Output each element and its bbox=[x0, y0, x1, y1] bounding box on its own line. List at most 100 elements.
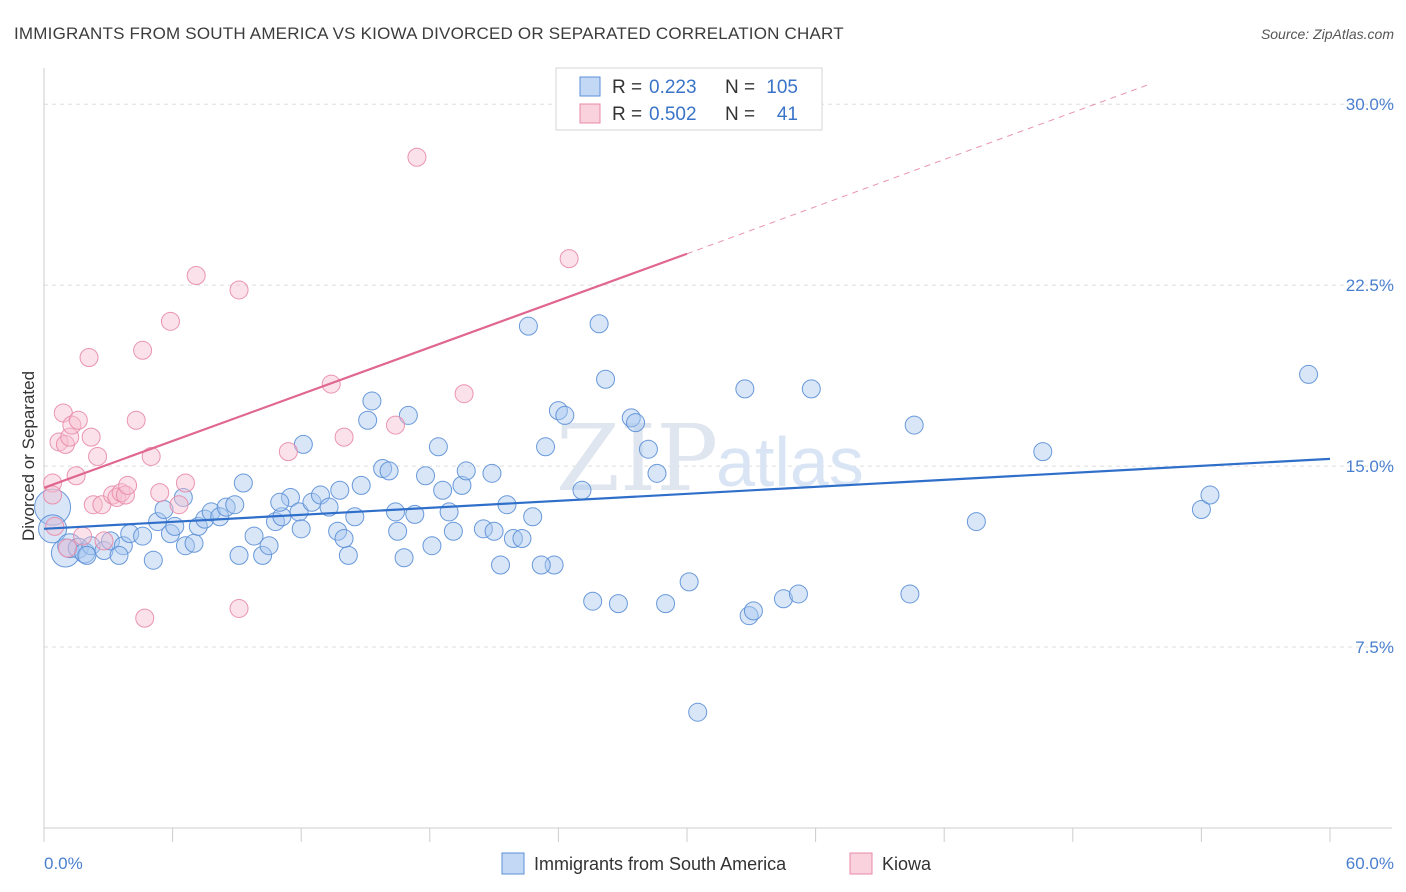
data-point bbox=[280, 487, 300, 507]
legend-box: R = 0.223 N = 105 R = 0.502 N = 41 bbox=[555, 67, 823, 131]
y-axis-label: Divorced or Separated bbox=[19, 371, 38, 541]
bottom-legend-label-pink: Kiowa bbox=[882, 854, 932, 874]
data-point bbox=[328, 521, 348, 541]
legend-r-value-pink: 0.502 bbox=[649, 104, 697, 125]
data-point bbox=[141, 446, 161, 466]
y-tick-label: 7.5% bbox=[1355, 638, 1394, 657]
data-point bbox=[73, 526, 93, 546]
data-point bbox=[518, 316, 538, 336]
data-point bbox=[407, 147, 427, 167]
data-point bbox=[143, 550, 163, 570]
data-point bbox=[555, 405, 575, 425]
data-point bbox=[1033, 442, 1053, 462]
data-point bbox=[62, 415, 82, 435]
data-point bbox=[386, 502, 406, 522]
data-point bbox=[184, 533, 204, 553]
data-point bbox=[175, 473, 195, 493]
data-point bbox=[88, 446, 108, 466]
data-point bbox=[319, 497, 339, 517]
data-point bbox=[422, 536, 442, 556]
data-point bbox=[330, 480, 350, 500]
data-point bbox=[150, 483, 170, 503]
data-point bbox=[638, 439, 658, 459]
data-point bbox=[1200, 485, 1220, 505]
data-point bbox=[133, 526, 153, 546]
data-point bbox=[416, 466, 436, 486]
data-point bbox=[334, 528, 354, 548]
data-point bbox=[201, 502, 221, 522]
data-point bbox=[626, 413, 646, 433]
data-point bbox=[433, 480, 453, 500]
data-point bbox=[160, 311, 180, 331]
data-point bbox=[596, 369, 616, 389]
y-tick-labels: 7.5% 15.0% 22.5% 30.0% bbox=[1346, 95, 1394, 657]
data-point bbox=[351, 475, 371, 495]
data-point bbox=[1191, 500, 1211, 520]
y-tick-label: 30.0% bbox=[1346, 95, 1394, 114]
data-point bbox=[966, 512, 986, 532]
legend-r-value-blue: 0.223 bbox=[649, 77, 697, 98]
data-point bbox=[512, 528, 532, 548]
gridlines bbox=[44, 103, 1392, 648]
data-point bbox=[229, 545, 249, 565]
data-point bbox=[289, 502, 309, 522]
data-point bbox=[589, 314, 609, 334]
data-point bbox=[743, 601, 763, 621]
data-point bbox=[773, 589, 793, 609]
series-kiowa bbox=[43, 147, 579, 628]
bottom-legend-label-blue: Immigrants from South America bbox=[534, 854, 787, 874]
data-point bbox=[454, 384, 474, 404]
data-point bbox=[259, 536, 279, 556]
data-point bbox=[45, 516, 65, 536]
data-point bbox=[100, 531, 120, 551]
data-point bbox=[900, 584, 920, 604]
legend-r-label-blue: R = bbox=[612, 77, 642, 98]
data-point bbox=[394, 548, 414, 568]
x-tick-label-min: 0.0% bbox=[44, 854, 83, 873]
data-point bbox=[270, 492, 290, 512]
chart-title: IMMIGRANTS FROM SOUTH AMERICA VS KIOWA D… bbox=[14, 24, 844, 43]
data-point bbox=[79, 348, 99, 368]
data-point bbox=[113, 536, 133, 556]
data-point bbox=[115, 485, 135, 505]
data-point bbox=[244, 526, 264, 546]
data-point bbox=[210, 507, 230, 527]
chart-source: Source: ZipAtlas.com bbox=[1261, 26, 1394, 42]
data-point bbox=[679, 572, 699, 592]
axes bbox=[43, 68, 1392, 829]
data-point bbox=[109, 545, 129, 565]
data-point bbox=[278, 442, 298, 462]
data-point bbox=[1299, 364, 1319, 384]
legend-n-value-blue: 105 bbox=[766, 77, 798, 98]
data-point bbox=[186, 265, 206, 285]
data-point bbox=[229, 598, 249, 618]
data-point bbox=[135, 608, 155, 628]
data-point bbox=[647, 463, 667, 483]
legend-swatch-blue bbox=[579, 76, 601, 97]
data-point bbox=[118, 475, 138, 495]
bottom-legend-swatch-pink bbox=[849, 852, 873, 875]
data-point bbox=[735, 379, 755, 399]
data-point bbox=[904, 415, 924, 435]
data-point bbox=[388, 521, 408, 541]
legend-swatch-pink bbox=[579, 103, 601, 124]
x-ticks bbox=[43, 828, 1331, 842]
data-point bbox=[94, 531, 114, 551]
y-tick-label: 15.0% bbox=[1346, 457, 1394, 476]
data-point bbox=[572, 480, 592, 500]
data-point bbox=[338, 545, 358, 565]
data-point bbox=[169, 495, 189, 515]
regression-line-pink-extension bbox=[686, 84, 1148, 255]
data-point bbox=[362, 391, 382, 411]
data-point bbox=[34, 488, 72, 526]
data-point bbox=[688, 702, 708, 722]
data-point bbox=[229, 280, 249, 300]
data-point bbox=[788, 584, 808, 604]
data-point bbox=[482, 463, 502, 483]
data-point bbox=[484, 521, 504, 541]
data-point bbox=[583, 591, 603, 611]
data-point bbox=[523, 507, 543, 527]
data-point bbox=[656, 594, 676, 614]
y-tick-label: 22.5% bbox=[1346, 276, 1394, 295]
